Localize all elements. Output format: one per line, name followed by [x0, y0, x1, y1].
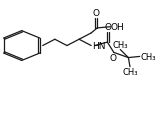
Text: O: O — [105, 23, 112, 32]
Text: HN: HN — [92, 42, 105, 51]
Text: CH₃: CH₃ — [112, 41, 128, 50]
Text: OH: OH — [111, 23, 124, 32]
Text: CH₃: CH₃ — [122, 68, 138, 77]
Text: O: O — [93, 9, 100, 18]
Text: CH₃: CH₃ — [140, 52, 156, 61]
Text: O: O — [110, 54, 117, 63]
